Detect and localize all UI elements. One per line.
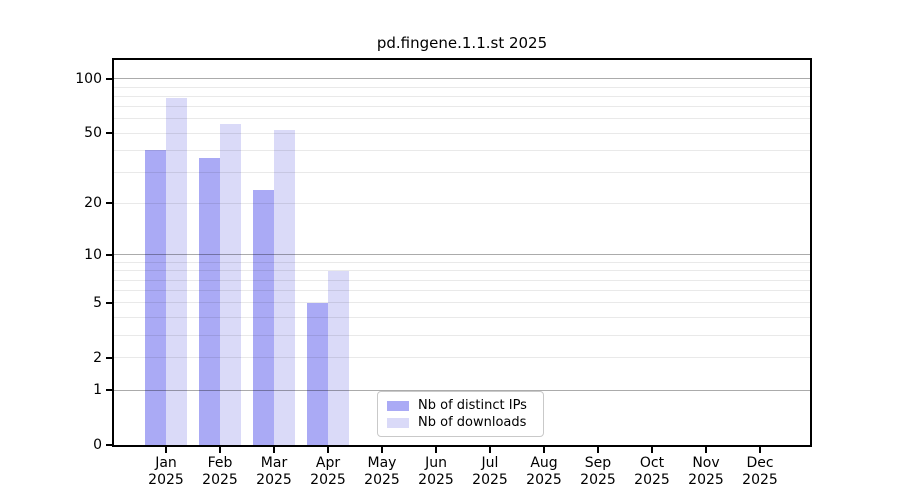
bar-distinct-ips: [199, 158, 220, 445]
gridline: [114, 78, 810, 80]
x-tick-mark: [597, 447, 599, 453]
y-tick-mark: [106, 389, 112, 391]
gridline: [114, 86, 810, 88]
gridline: [114, 118, 810, 120]
x-tick-label: Aug 2025: [526, 455, 562, 488]
plot-area: Nb of distinct IPs Nb of downloads: [112, 58, 812, 447]
x-tick-label: Dec 2025: [742, 455, 778, 488]
y-tick-mark: [106, 132, 112, 135]
x-tick-label: Oct 2025: [634, 455, 670, 488]
gridline: [114, 132, 810, 134]
x-tick-mark: [273, 447, 275, 453]
gridline: [114, 95, 810, 97]
bar-distinct-ips: [145, 150, 166, 445]
gridline: [114, 202, 810, 204]
x-tick-label: Feb 2025: [202, 455, 238, 488]
gridline: [114, 261, 810, 263]
gridline: [114, 389, 810, 391]
y-tick-mark: [106, 301, 112, 304]
gridline: [114, 302, 810, 304]
legend-item-downloads: Nb of downloads: [387, 415, 535, 430]
legend-swatch-distinct-ips: [387, 400, 409, 411]
x-tick-label: Nov 2025: [688, 455, 724, 488]
x-tick-mark: [327, 447, 329, 453]
legend-label-downloads: Nb of downloads: [418, 415, 527, 430]
x-tick-mark: [165, 447, 167, 453]
gridline: [114, 334, 810, 336]
bar-downloads: [220, 124, 241, 445]
x-tick-mark: [543, 447, 545, 453]
y-tick-mark: [106, 356, 112, 359]
y-tick-mark: [106, 444, 112, 446]
bar-distinct-ips: [253, 189, 274, 445]
x-tick-label: May 2025: [364, 455, 400, 488]
legend-swatch-downloads: [387, 417, 409, 428]
bar-downloads: [166, 98, 187, 445]
legend-label-distinct-ips: Nb of distinct IPs: [418, 398, 527, 413]
legend: Nb of distinct IPs Nb of downloads: [377, 391, 544, 437]
y-tick-mark: [106, 202, 112, 205]
y-tick-label: 50: [84, 125, 102, 142]
y-tick-mark: [106, 77, 112, 80]
x-tick-label: Jan 2025: [148, 455, 184, 488]
gridline: [114, 106, 810, 108]
x-tick-label: Apr 2025: [310, 455, 346, 488]
y-tick-label: 100: [75, 70, 102, 87]
chart-title: pd.fingene.1.1.st 2025: [376, 34, 548, 52]
gridline: [114, 279, 810, 281]
x-tick-mark: [705, 447, 707, 453]
bar-downloads: [328, 270, 349, 445]
y-tick-label: 20: [84, 195, 102, 212]
bar-distinct-ips: [307, 302, 328, 445]
x-tick-label: Jun 2025: [418, 455, 454, 488]
gridline: [114, 172, 810, 174]
y-tick-label: 0: [93, 437, 102, 453]
gridline: [114, 254, 810, 256]
x-tick-mark: [219, 447, 221, 453]
x-tick-label: Mar 2025: [256, 455, 292, 488]
x-tick-mark: [381, 447, 383, 453]
legend-item-distinct-ips: Nb of distinct IPs: [387, 398, 535, 413]
x-tick-label: Jul 2025: [472, 455, 508, 488]
y-tick-label: 2: [93, 349, 102, 366]
gridline: [114, 357, 810, 359]
y-tick-label: 5: [93, 294, 102, 311]
x-tick-mark: [489, 447, 491, 453]
x-tick-label: Sep 2025: [580, 455, 616, 488]
x-tick-mark: [651, 447, 653, 453]
gridline: [114, 316, 810, 318]
x-tick-mark: [435, 447, 437, 453]
bar-downloads: [274, 129, 295, 445]
gridline: [114, 149, 810, 151]
gridline: [114, 270, 810, 272]
y-tick-mark: [106, 253, 112, 256]
gridline: [114, 290, 810, 292]
y-tick-label: 1: [93, 382, 102, 398]
y-tick-label: 10: [84, 246, 102, 263]
x-tick-mark: [759, 447, 761, 453]
